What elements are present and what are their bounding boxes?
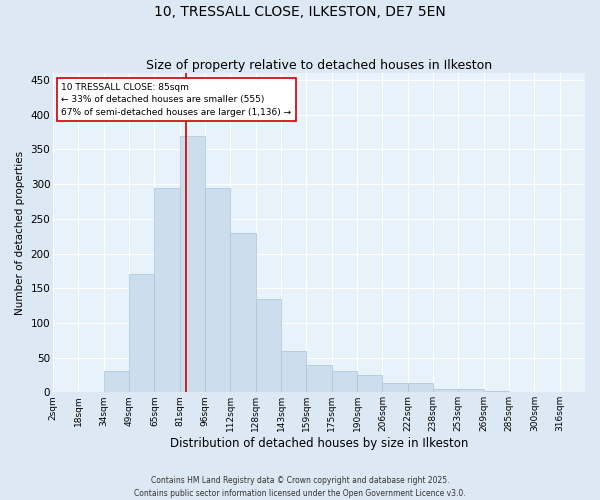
Title: Size of property relative to detached houses in Ilkeston: Size of property relative to detached ho…: [146, 59, 492, 72]
Bar: [256, 298, 281, 392]
Text: Contains HM Land Registry data © Crown copyright and database right 2025.
Contai: Contains HM Land Registry data © Crown c…: [134, 476, 466, 498]
Bar: [281, 350, 307, 393]
Bar: [332, 372, 357, 392]
Bar: [129, 274, 154, 392]
Bar: [180, 136, 205, 392]
Bar: [307, 364, 332, 392]
Bar: [407, 384, 433, 392]
Text: 10 TRESSALL CLOSE: 85sqm
← 33% of detached houses are smaller (555)
67% of semi-: 10 TRESSALL CLOSE: 85sqm ← 33% of detach…: [61, 82, 291, 116]
Bar: [433, 389, 458, 392]
Bar: [104, 372, 129, 392]
Bar: [230, 232, 256, 392]
Y-axis label: Number of detached properties: Number of detached properties: [15, 150, 25, 315]
Bar: [205, 188, 230, 392]
Text: 10, TRESSALL CLOSE, ILKESTON, DE7 5EN: 10, TRESSALL CLOSE, ILKESTON, DE7 5EN: [154, 5, 446, 19]
X-axis label: Distribution of detached houses by size in Ilkeston: Distribution of detached houses by size …: [170, 437, 468, 450]
Bar: [484, 391, 509, 392]
Bar: [357, 375, 382, 392]
Bar: [154, 188, 180, 392]
Bar: [382, 384, 407, 392]
Bar: [458, 389, 484, 392]
